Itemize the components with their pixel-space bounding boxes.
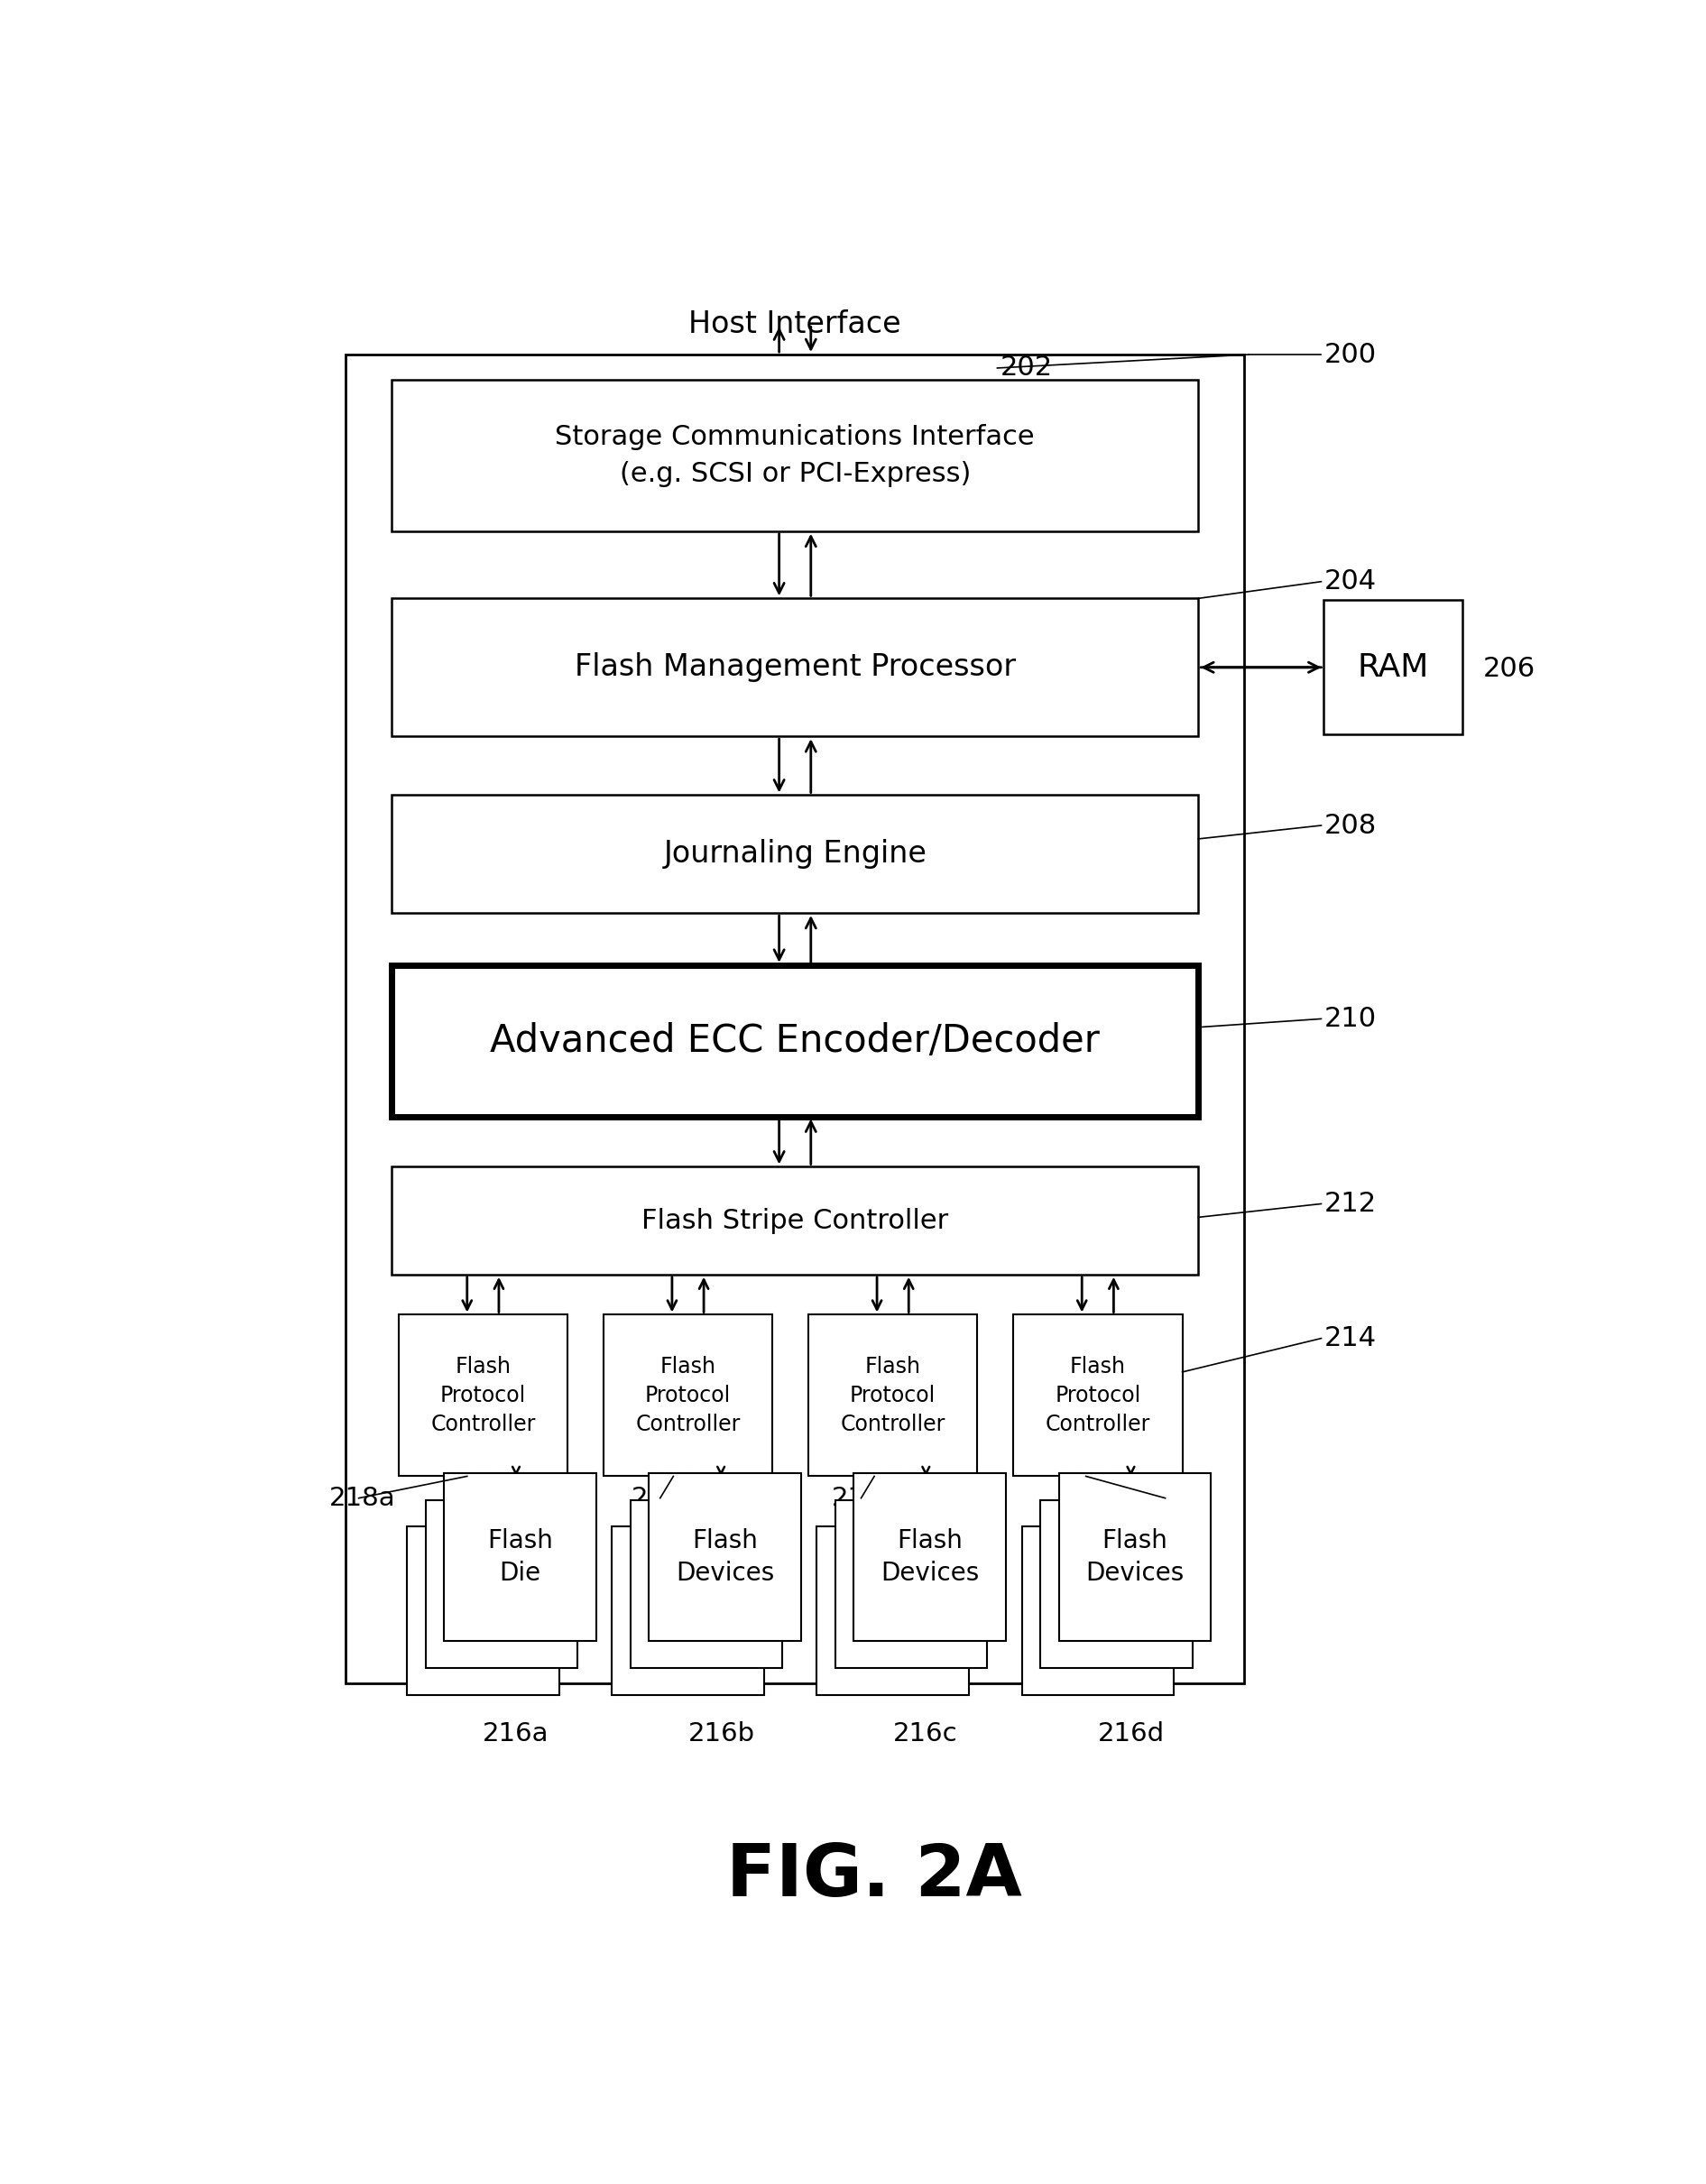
Text: FIG. 2A: FIG. 2A	[727, 1841, 1022, 1911]
Bar	[631, 1500, 783, 1669]
Text: 204: 204	[1324, 568, 1377, 594]
Text: RAM: RAM	[1358, 653, 1430, 684]
Bar	[392, 1166, 1198, 1275]
Text: Flash
Protocol
Controller: Flash Protocol Controller	[635, 1356, 740, 1435]
Text: 216b: 216b	[688, 1721, 754, 1747]
Text: Advanced ECC Encoder/Decoder: Advanced ECC Encoder/Decoder	[490, 1022, 1100, 1059]
Bar	[397, 1315, 568, 1476]
Bar	[1324, 601, 1462, 734]
Bar	[612, 1527, 764, 1695]
Bar	[392, 380, 1198, 531]
Text: 218c: 218c	[833, 1485, 897, 1511]
Text: 212: 212	[1324, 1190, 1377, 1216]
Text: Flash
Protocol
Controller: Flash Protocol Controller	[1046, 1356, 1150, 1435]
Text: Flash
Devices: Flash Devices	[676, 1529, 775, 1586]
Bar	[345, 354, 1245, 1684]
Bar	[1022, 1527, 1174, 1695]
Text: Flash
Protocol
Controller: Flash Protocol Controller	[841, 1356, 945, 1435]
Bar	[1059, 1472, 1211, 1640]
Text: Flash
Devices: Flash Devices	[1085, 1529, 1184, 1586]
Text: Host Interface: Host Interface	[689, 310, 901, 339]
Text: 218a: 218a	[329, 1485, 396, 1511]
Bar	[1041, 1500, 1192, 1669]
Bar	[809, 1315, 978, 1476]
Text: 218d: 218d	[1140, 1485, 1206, 1511]
Text: 200: 200	[1324, 341, 1377, 367]
Bar	[392, 795, 1198, 913]
Text: 208: 208	[1324, 812, 1377, 839]
Text: 214: 214	[1324, 1326, 1377, 1352]
Bar	[1013, 1315, 1182, 1476]
Text: 218b: 218b	[631, 1485, 698, 1511]
Text: 216a: 216a	[483, 1721, 549, 1747]
Text: Flash Management Processor: Flash Management Processor	[575, 653, 1015, 681]
Bar	[425, 1500, 578, 1669]
Text: Flash
Protocol
Controller: Flash Protocol Controller	[430, 1356, 536, 1435]
Bar	[392, 965, 1198, 1116]
Text: 202: 202	[1000, 356, 1053, 380]
Text: 216c: 216c	[892, 1721, 957, 1747]
Bar	[444, 1472, 595, 1640]
Bar	[853, 1472, 1007, 1640]
Text: 206: 206	[1483, 655, 1535, 681]
Bar	[408, 1527, 560, 1695]
Text: 210: 210	[1324, 1007, 1377, 1031]
Text: Storage Communications Interface
(e.g. SCSI or PCI-Express): Storage Communications Interface (e.g. S…	[554, 424, 1036, 487]
Text: Flash
Devices: Flash Devices	[880, 1529, 979, 1586]
Text: Flash
Die: Flash Die	[488, 1529, 553, 1586]
Bar	[604, 1315, 773, 1476]
Bar	[648, 1472, 800, 1640]
Bar	[836, 1500, 988, 1669]
Bar	[817, 1527, 969, 1695]
Text: Journaling Engine: Journaling Engine	[664, 839, 926, 869]
Bar	[392, 598, 1198, 736]
Text: 216d: 216d	[1097, 1721, 1165, 1747]
Text: Flash Stripe Controller: Flash Stripe Controller	[641, 1208, 949, 1234]
